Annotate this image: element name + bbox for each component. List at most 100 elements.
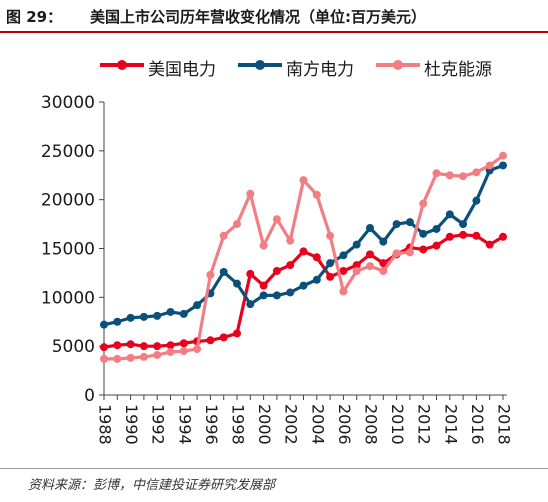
series-2-point — [326, 231, 335, 240]
series-1-point — [246, 300, 255, 309]
y-tick-label: 0 — [84, 386, 95, 406]
x-tick-label: 1994 — [175, 404, 194, 445]
series-1-point — [312, 275, 321, 284]
x-tick-label: 2016 — [468, 404, 487, 445]
series-2-point — [219, 231, 228, 240]
series-2-point — [392, 249, 401, 258]
series-0-point — [299, 247, 308, 256]
series-2-point — [206, 270, 215, 279]
series-1-point — [233, 279, 241, 288]
series-2-point — [352, 266, 361, 275]
series-1-point — [193, 301, 202, 310]
series-2-point — [100, 354, 108, 363]
x-tick-label: 1990 — [122, 404, 141, 445]
series-0-point — [166, 341, 175, 350]
series-0-point — [286, 261, 295, 270]
series-2-point — [113, 354, 122, 363]
series-2-point — [299, 176, 308, 185]
series-0-point — [432, 241, 441, 250]
x-tick-label: 2000 — [255, 404, 274, 445]
series-0-point — [179, 339, 188, 348]
x-tick-label: 2006 — [335, 404, 354, 445]
series-0-point — [153, 342, 162, 351]
x-tick-label: 2002 — [282, 404, 301, 445]
series-1-point — [166, 307, 175, 316]
series-2-point — [179, 347, 188, 356]
series-2-point — [459, 172, 468, 181]
series-2-point — [246, 189, 255, 198]
series-line-1 — [103, 163, 504, 327]
y-tick-label: 20000 — [41, 191, 95, 211]
series-2-point — [432, 169, 441, 178]
chart-title: 美国上市公司历年营收变化情况（单位:百万美元） — [90, 8, 427, 26]
legend-marker-duke — [376, 60, 420, 70]
x-tick-label: 2008 — [362, 404, 381, 445]
series-0-point — [272, 266, 281, 275]
series-2-point — [259, 241, 268, 250]
series-1-point — [472, 196, 481, 205]
series-0-point — [206, 336, 215, 345]
series-1-point — [286, 288, 295, 297]
line-chart: 0 5000 10000 15000 20000 25000 30000 1988 1990 19… — [41, 93, 514, 445]
chart-legend: 美国电力 南方电力 杜克能源 — [0, 54, 548, 80]
series-2-point — [286, 236, 295, 245]
series-0-point — [499, 232, 507, 241]
series-1-point — [272, 291, 281, 300]
series-1-point — [299, 281, 308, 290]
x-tick-label: 1992 — [149, 404, 168, 445]
series-0-point — [126, 340, 135, 349]
series-1-point — [339, 251, 348, 260]
series-2-point — [405, 248, 414, 257]
series-0-point — [459, 230, 468, 239]
series-0-point — [339, 266, 348, 275]
series-0-point — [100, 343, 108, 352]
series-2-point — [366, 262, 374, 271]
series-2-point — [472, 168, 481, 177]
series-0-point — [379, 259, 388, 268]
y-tick-label: 10000 — [41, 288, 95, 308]
series-2-point — [166, 348, 175, 357]
series-1-point — [126, 313, 135, 322]
series-0-point — [352, 261, 361, 270]
series-1-point — [419, 229, 428, 238]
series-2-point — [233, 220, 241, 229]
series-1-point — [405, 218, 414, 227]
series-1-point — [139, 312, 148, 321]
series-0-point — [233, 329, 241, 338]
series-0-point — [259, 281, 268, 290]
series-0-point — [326, 272, 335, 281]
x-tick-label: 2012 — [415, 404, 434, 445]
series-1-point — [392, 220, 401, 229]
series-2-point — [445, 171, 454, 180]
series-1-point — [379, 237, 388, 246]
figure-number: 图 29： — [6, 8, 63, 26]
series-1-point — [219, 267, 228, 276]
series-2-point — [419, 199, 428, 208]
series-1-point — [459, 220, 468, 229]
series-1-point — [100, 320, 108, 329]
header-divider — [0, 31, 548, 33]
series-1-point — [352, 240, 361, 249]
legend-label-aep: 美国电力 — [148, 60, 216, 80]
x-tick-label: 1996 — [202, 404, 221, 445]
series-1-point — [259, 291, 268, 300]
x-tick-label: 2014 — [441, 404, 460, 445]
y-tick-label: 15000 — [41, 240, 95, 260]
series-2-point — [126, 353, 135, 362]
series-0-point — [113, 341, 122, 350]
series-1-point — [326, 259, 335, 268]
y-tick-label: 25000 — [41, 142, 95, 162]
series-1-point — [499, 161, 507, 170]
x-tick-label: 2010 — [388, 404, 407, 445]
legend-marker-southern — [238, 60, 282, 70]
series-1-point — [445, 210, 454, 219]
x-tick-label: 2004 — [308, 404, 327, 445]
series-1-point — [366, 223, 374, 232]
series-0-point — [139, 342, 148, 351]
series-2-point — [499, 151, 507, 160]
series-2-point — [272, 215, 281, 224]
series-0-point — [312, 253, 321, 262]
series-0-point — [219, 333, 228, 342]
series-2-point — [153, 350, 162, 359]
x-tick-label: 2018 — [495, 404, 514, 445]
